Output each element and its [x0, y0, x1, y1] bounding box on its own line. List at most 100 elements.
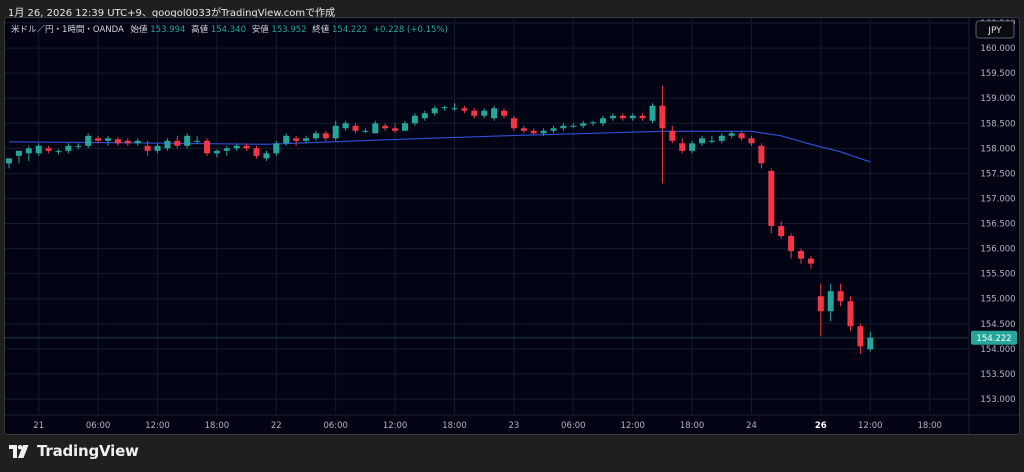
y-tick-label: 159.000 [980, 94, 1015, 104]
candle-body [817, 296, 824, 312]
x-tick-label: 12:00 [620, 421, 645, 431]
candle-body [867, 337, 874, 350]
candle-body [85, 135, 92, 146]
x-tick-label: 26 [815, 421, 827, 431]
candle [164, 138, 171, 151]
candle-body [807, 258, 814, 264]
candle [95, 135, 102, 144]
x-tick-label: 23 [508, 421, 519, 431]
last-price-badge [971, 330, 1017, 345]
candle [134, 138, 141, 146]
candle [194, 135, 201, 144]
candle [550, 125, 557, 134]
candle-body [263, 153, 270, 159]
candle-body [619, 115, 626, 119]
candle [75, 143, 82, 150]
candle [303, 135, 309, 144]
candle-body [332, 125, 339, 139]
candle [471, 108, 478, 119]
candle [748, 135, 755, 146]
candle-body [253, 148, 260, 156]
candle [481, 108, 488, 119]
candle-body [570, 125, 577, 127]
candle [758, 143, 765, 169]
candle [560, 123, 567, 131]
candle [768, 168, 775, 234]
candle [114, 137, 121, 146]
candle [689, 140, 696, 154]
tradingview-wordmark: TradingView [37, 442, 139, 460]
candle-body [421, 113, 428, 119]
candle-body [708, 140, 715, 142]
candle-body [15, 150, 22, 156]
candle-body [134, 140, 141, 144]
candle [728, 130, 735, 139]
candle-body [362, 130, 369, 132]
candle-body [213, 150, 220, 154]
candle-body [837, 291, 844, 302]
candle-body [303, 138, 309, 141]
candles [6, 85, 874, 354]
candle-body [778, 226, 785, 237]
candle [501, 108, 507, 119]
candle [144, 140, 151, 156]
candle-body [639, 115, 646, 119]
candle-body [649, 105, 656, 121]
x-tick-label: 21 [33, 421, 44, 431]
candle [65, 143, 72, 154]
candle-body [431, 108, 438, 114]
candle [669, 125, 676, 144]
candle-body [679, 143, 686, 151]
candle [204, 138, 210, 156]
candle [243, 143, 250, 151]
candle-body [728, 133, 735, 136]
currency-button[interactable]: JPY [975, 20, 1015, 39]
candle [55, 149, 62, 155]
candle [263, 150, 270, 161]
candle [124, 138, 131, 146]
candle [372, 120, 379, 134]
candle [788, 233, 795, 259]
candle-body [35, 145, 42, 154]
legend-open-label: 始値 [131, 24, 149, 35]
candle-body [530, 130, 537, 134]
candle-body [441, 107, 448, 109]
candle-body [154, 145, 161, 151]
candle-body [461, 108, 468, 111]
candlestick-chart[interactable]: 153.000 153.500 154.000 154.500 155.000 155.5… [5, 18, 1019, 434]
candle-body [451, 108, 458, 110]
x-tick-label: 12:00 [383, 421, 408, 431]
x-tick-label: 06:00 [86, 421, 111, 431]
candle-body [164, 140, 171, 149]
candle-body [481, 110, 488, 116]
y-tick-label: 155.500 [980, 270, 1015, 280]
x-tick-label: 12:00 [145, 421, 170, 431]
candle [837, 283, 844, 307]
candle-body [392, 128, 399, 131]
candle [659, 85, 666, 184]
candle-body [194, 140, 201, 142]
candle [35, 143, 42, 156]
candle [402, 120, 408, 131]
candle-body [174, 140, 181, 146]
candle-body [45, 148, 52, 151]
candle [15, 150, 22, 164]
legend-close-label: 終値 [312, 24, 330, 35]
candle [530, 128, 537, 135]
candle [342, 120, 349, 131]
candle-body [520, 128, 527, 131]
candle [461, 105, 468, 114]
candle-body [243, 145, 250, 149]
candle-body [857, 326, 864, 347]
time-axis: 21 06:00 12:00 18:00 22 06:00 12:00 18:00 23 06:0… [33, 421, 942, 431]
candle-body [283, 135, 290, 144]
candle-body [659, 105, 666, 129]
candle-body [540, 130, 547, 134]
chart-panel[interactable]: 153.000 153.500 154.000 154.500 155.000 155.5… [4, 17, 1020, 435]
candle [798, 248, 804, 264]
branding: TradingView [9, 442, 139, 460]
y-tick-label: 158.500 [980, 119, 1015, 129]
candle [223, 145, 230, 156]
legend-change: +0.228 (+0.15%) [373, 25, 448, 35]
candle-body [293, 138, 300, 141]
